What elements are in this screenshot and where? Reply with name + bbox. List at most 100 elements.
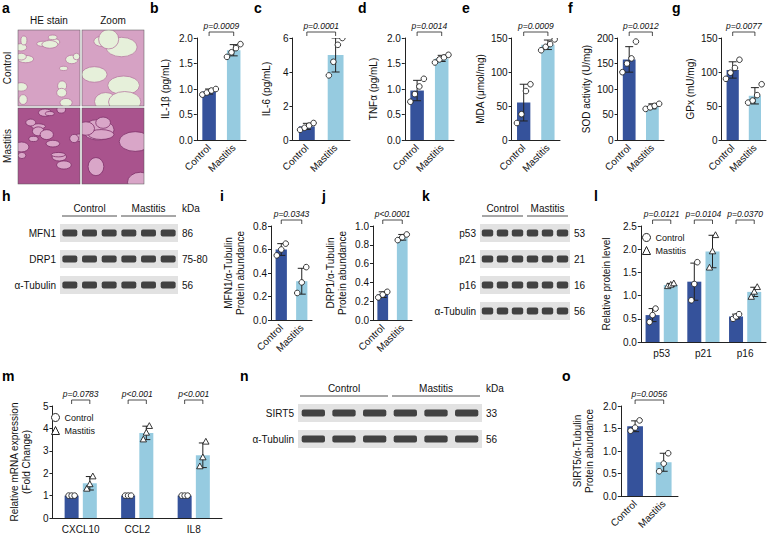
- svg-text:100: 100: [491, 67, 508, 78]
- svg-text:1.0: 1.0: [603, 446, 617, 457]
- svg-text:1: 1: [43, 490, 49, 501]
- svg-text:p53: p53: [459, 228, 476, 239]
- svg-text:Mastitis: Mastitis: [308, 142, 340, 174]
- svg-text:0: 0: [43, 513, 49, 524]
- svg-text:150: 150: [491, 33, 508, 44]
- svg-text:GPx (mU/mg): GPx (mU/mg): [685, 58, 696, 119]
- svg-text:α-Tubulin: α-Tubulin: [434, 306, 476, 317]
- svg-text:0.5: 0.5: [623, 313, 637, 324]
- svg-text:1.0: 1.0: [179, 84, 193, 95]
- svg-text:p=0.0370: p=0.0370: [726, 209, 763, 219]
- svg-text:p=0.0121: p=0.0121: [643, 209, 680, 219]
- svg-text:Protein abundance: Protein abundance: [584, 409, 595, 493]
- svg-text:IL-6 (pg/mL): IL-6 (pg/mL): [261, 62, 272, 116]
- svg-text:0.0: 0.0: [355, 315, 369, 326]
- svg-text:0.5: 0.5: [179, 109, 193, 120]
- svg-text:Mastitis: Mastitis: [520, 142, 552, 174]
- svg-text:2.0: 2.0: [603, 401, 617, 412]
- svg-text:150: 150: [701, 33, 718, 44]
- svg-text:p=0.0104: p=0.0104: [685, 209, 722, 219]
- svg-text:MDA (μmol/mg): MDA (μmol/mg): [475, 54, 486, 124]
- svg-text:Zoom: Zoom: [100, 15, 126, 26]
- svg-text:MFN1: MFN1: [29, 228, 57, 239]
- svg-text:0.2: 0.2: [355, 296, 369, 307]
- svg-text:0.4: 0.4: [355, 277, 369, 288]
- svg-text:Control: Control: [65, 413, 94, 423]
- svg-text:0.0: 0.0: [623, 337, 637, 348]
- svg-text:Mastitis: Mastitis: [2, 129, 13, 163]
- svg-text:0.5: 0.5: [387, 109, 401, 120]
- svg-text:p=0.0009: p=0.0009: [517, 21, 554, 31]
- svg-text:50: 50: [706, 101, 718, 112]
- svg-text:Mastitis: Mastitis: [636, 498, 668, 530]
- svg-text:Control: Control: [328, 383, 360, 394]
- svg-text:0.5: 0.5: [603, 468, 617, 479]
- svg-text:2: 2: [43, 468, 49, 479]
- svg-text:53: 53: [574, 228, 586, 239]
- svg-text:2: 2: [283, 101, 289, 112]
- svg-text:CXCL10: CXCL10: [62, 524, 100, 535]
- svg-text:0.6: 0.6: [253, 244, 267, 255]
- svg-text:75-80: 75-80: [182, 254, 208, 265]
- svg-text:1.0: 1.0: [623, 290, 637, 301]
- svg-text:HE stain: HE stain: [30, 15, 68, 26]
- svg-text:p=0.0012: p=0.0012: [622, 21, 659, 31]
- svg-text:0: 0: [283, 135, 289, 146]
- svg-text:150: 150: [597, 58, 614, 69]
- svg-text:Relative protein level: Relative protein level: [601, 238, 612, 331]
- svg-text:p21: p21: [695, 348, 712, 359]
- svg-text:p=0.0056: p=0.0056: [631, 389, 668, 399]
- svg-text:Mastitis: Mastitis: [132, 203, 166, 214]
- svg-text:Control: Control: [608, 498, 639, 529]
- svg-text:0.6: 0.6: [355, 258, 369, 269]
- svg-text:p=0.0343: p=0.0343: [273, 209, 310, 219]
- svg-text:3: 3: [43, 445, 49, 456]
- svg-text:Relative mRNA expression: Relative mRNA expression: [9, 403, 20, 522]
- svg-text:Protein abundance: Protein abundance: [337, 231, 348, 315]
- svg-text:0.4: 0.4: [253, 268, 267, 279]
- svg-text:p=0.0077: p=0.0077: [725, 21, 762, 31]
- svg-text:Mastitis: Mastitis: [531, 203, 565, 214]
- svg-text:DRP1/α-Tubulin: DRP1/α-Tubulin: [325, 238, 336, 309]
- svg-text:Mastitis: Mastitis: [65, 426, 96, 436]
- svg-text:p<0.001: p<0.001: [177, 389, 209, 399]
- svg-text:Mastitis: Mastitis: [374, 322, 406, 354]
- svg-text:50: 50: [602, 109, 614, 120]
- svg-text:56: 56: [182, 280, 194, 291]
- svg-text:5: 5: [43, 401, 49, 412]
- svg-text:Control: Control: [656, 233, 685, 243]
- svg-text:0.2: 0.2: [253, 291, 267, 302]
- svg-text:MFN1/α-Tubulin: MFN1/α-Tubulin: [223, 237, 234, 309]
- svg-text:2.5: 2.5: [623, 221, 637, 232]
- svg-text:Mastitis: Mastitis: [274, 322, 306, 354]
- svg-text:0.0: 0.0: [387, 135, 401, 146]
- svg-text:Mastitis: Mastitis: [414, 142, 446, 174]
- svg-text:Mastitis: Mastitis: [419, 383, 453, 394]
- svg-text:p16: p16: [459, 280, 476, 291]
- svg-text:0: 0: [712, 135, 718, 146]
- svg-text:p<0.001: p<0.001: [121, 389, 153, 399]
- svg-text:IL-1β (pg/mL): IL-1β (pg/mL): [160, 59, 171, 119]
- svg-text:1.5: 1.5: [623, 267, 637, 278]
- svg-text:0.8: 0.8: [253, 221, 267, 232]
- svg-text:86: 86: [182, 228, 194, 239]
- svg-text:DRP1: DRP1: [29, 254, 56, 265]
- svg-text:p=0.0001: p=0.0001: [302, 21, 339, 31]
- svg-text:Control: Control: [280, 142, 311, 173]
- svg-text:kDa: kDa: [182, 203, 200, 214]
- svg-text:SOD activity (U/mg): SOD activity (U/mg): [581, 45, 592, 133]
- svg-text:16: 16: [574, 280, 586, 291]
- svg-text:0: 0: [608, 135, 614, 146]
- svg-text:1.5: 1.5: [387, 58, 401, 69]
- svg-text:0.0: 0.0: [603, 491, 617, 502]
- svg-text:(Fold Change): (Fold Change): [21, 430, 32, 494]
- svg-text:CCL2: CCL2: [124, 524, 150, 535]
- svg-text:100: 100: [597, 84, 614, 95]
- svg-text:56: 56: [486, 434, 498, 445]
- svg-text:IL8: IL8: [187, 524, 201, 535]
- svg-text:50: 50: [496, 101, 508, 112]
- svg-text:Protein abundance: Protein abundance: [235, 231, 246, 315]
- svg-text:p=0.0014: p=0.0014: [411, 21, 448, 31]
- svg-text:Mastitis: Mastitis: [656, 246, 687, 256]
- svg-text:1.5: 1.5: [179, 58, 193, 69]
